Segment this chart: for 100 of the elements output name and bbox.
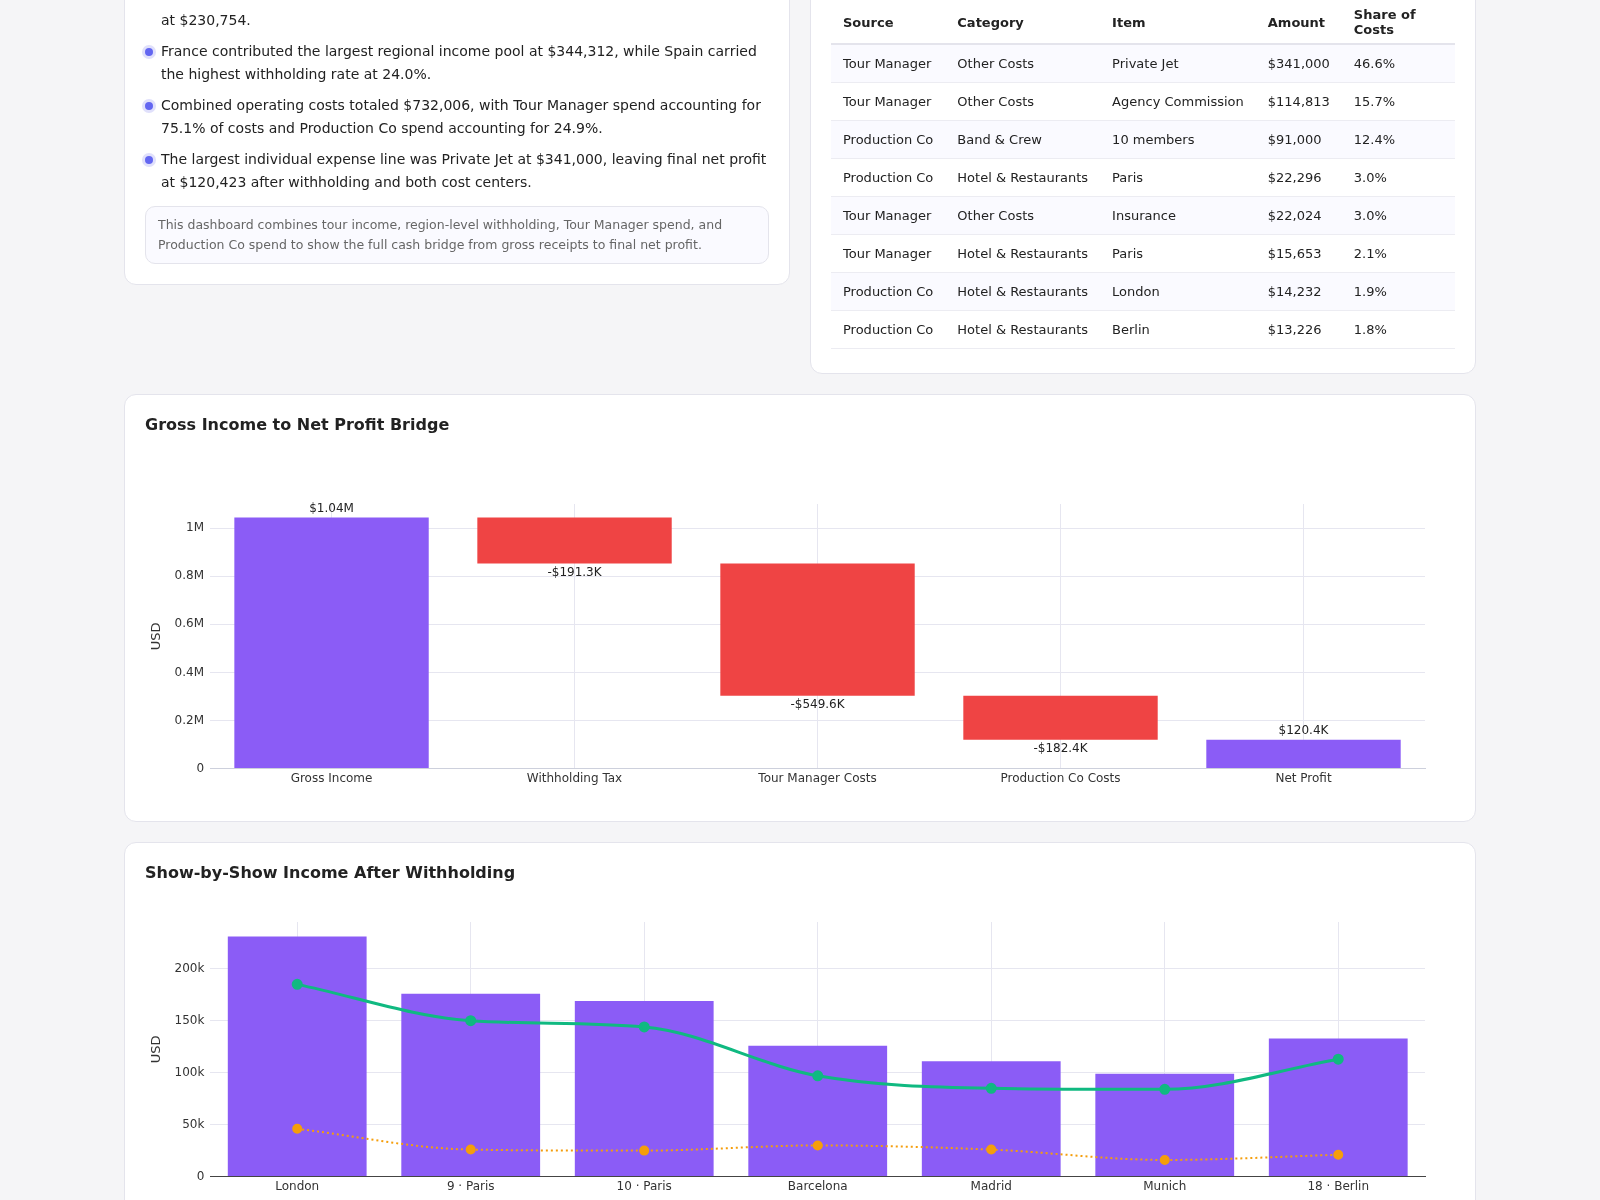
text: $22,296 xyxy=(1255,158,1342,197)
point xyxy=(986,1144,997,1155)
text: Private Jet xyxy=(1100,44,1256,83)
text: $15,653 xyxy=(1255,234,1342,273)
text: Other Costs xyxy=(945,82,1101,121)
bar xyxy=(234,517,429,769)
y-axis-title: USD xyxy=(148,1035,164,1064)
y-tick-label: 0.8M xyxy=(174,568,205,583)
x-tick-label: 18 · Berlin xyxy=(1307,1178,1370,1193)
y-tick-label: 0 xyxy=(196,760,205,775)
bar xyxy=(574,1000,714,1177)
point xyxy=(812,1140,823,1151)
text: Band & Crew xyxy=(945,120,1101,159)
text: 3.0% xyxy=(1341,158,1455,197)
text: This dashboard combines tour income, region-level withholding, Tour Manager spend, and Production Co spend to show the full cash bridge from gross receipts to final net profit. xyxy=(145,206,769,264)
text: 10 members xyxy=(1100,120,1256,159)
text: Category xyxy=(945,5,1101,44)
text: The largest individual expense line was Private Jet at $341,000, leaving final net profit at $120,423 after withholding and both cost centers. xyxy=(161,150,768,192)
text: Agency Commission xyxy=(1100,82,1256,121)
x-tick-label: London xyxy=(275,1178,320,1193)
x-tick-label: Munich xyxy=(1143,1178,1187,1193)
text: 3.0% xyxy=(1341,196,1455,235)
bar xyxy=(748,1045,888,1177)
point xyxy=(1159,1083,1171,1095)
y-tick-label: 50k xyxy=(182,1116,205,1131)
bar xyxy=(1206,739,1401,769)
point xyxy=(812,1070,824,1082)
data-label: $120.4K xyxy=(1278,722,1330,737)
text: Tour Manager xyxy=(831,234,946,273)
text: $13,226 xyxy=(1255,310,1342,349)
point xyxy=(291,978,303,990)
text: 1.9% xyxy=(1341,272,1455,311)
text: Production Co xyxy=(831,158,946,197)
text: France contributed the largest regional income pool at $344,312, while Spain carried the highest withholding rate at 24.0%. xyxy=(161,42,758,84)
point xyxy=(1332,1053,1344,1065)
text: Production Co xyxy=(831,310,946,349)
y-tick-label: 0.2M xyxy=(174,712,205,727)
data-label: -$191.3K xyxy=(547,564,603,579)
x-tick-label: Madrid xyxy=(970,1178,1012,1193)
text: $91,000 xyxy=(1255,120,1342,159)
point xyxy=(1159,1154,1170,1165)
data-label: -$549.6K xyxy=(790,696,846,711)
y-tick-label: 0.6M xyxy=(174,616,205,631)
text: Item xyxy=(1100,5,1256,44)
data-label: $1.04M xyxy=(309,500,354,515)
bar xyxy=(477,517,672,564)
x-tick-label: Net Profit xyxy=(1275,770,1332,785)
chart-title: Show-by-Show Income After Withholding xyxy=(145,863,517,882)
text: Amount xyxy=(1255,5,1342,44)
bar xyxy=(401,993,541,1177)
text: $14,232 xyxy=(1255,272,1342,311)
text: London xyxy=(1100,272,1256,311)
chart-title: Gross Income to Net Profit Bridge xyxy=(145,415,451,434)
point xyxy=(639,1145,650,1156)
text: Paris xyxy=(1100,234,1256,273)
bar xyxy=(921,1061,1061,1177)
y-tick-label: 0.4M xyxy=(174,664,205,679)
point xyxy=(1333,1149,1344,1160)
bar xyxy=(963,695,1158,740)
text: at $230,754. xyxy=(161,11,251,30)
y-axis-title: USD xyxy=(148,622,164,651)
text: 12.4% xyxy=(1341,120,1455,159)
x-tick-label: 10 · Paris xyxy=(616,1178,672,1193)
text: Hotel & Restaurants xyxy=(945,272,1101,311)
text: 1.8% xyxy=(1341,310,1455,349)
text: Tour Manager xyxy=(831,44,946,83)
text: $22,024 xyxy=(1255,196,1342,235)
x-tick-label: Barcelona xyxy=(787,1178,848,1193)
x-tick-label: Gross Income xyxy=(290,770,373,785)
text: Source xyxy=(831,5,946,44)
x-tick-label: Production Co Costs xyxy=(1000,770,1121,785)
y-tick-label: 0 xyxy=(196,1168,205,1183)
text: Combined operating costs totaled $732,006, with Tour Manager spend accounting for 75.1% of costs and Production Co spend accounting for 24.9%. xyxy=(161,96,762,138)
point xyxy=(465,1015,477,1027)
text: Other Costs xyxy=(945,196,1101,235)
text: Paris xyxy=(1100,158,1256,197)
y-tick-label: 200k xyxy=(174,960,205,975)
text: 46.6% xyxy=(1341,44,1455,83)
text: Production Co xyxy=(831,272,946,311)
text: Share of Costs xyxy=(1341,5,1455,44)
text: $114,813 xyxy=(1255,82,1342,121)
point xyxy=(985,1082,997,1094)
text: Tour Manager xyxy=(831,196,946,235)
text: Berlin xyxy=(1100,310,1256,349)
text: Other Costs xyxy=(945,44,1101,83)
y-tick-label: 150k xyxy=(174,1012,205,1027)
bar xyxy=(1095,1073,1235,1177)
point xyxy=(465,1144,476,1155)
point xyxy=(292,1123,303,1134)
y-tick-label: 100k xyxy=(174,1064,205,1079)
text: Hotel & Restaurants xyxy=(945,234,1101,273)
text: Production Co xyxy=(831,120,946,159)
text: Tour Manager xyxy=(831,82,946,121)
bar xyxy=(227,936,367,1177)
text: $341,000 xyxy=(1255,44,1342,83)
x-tick-label: Tour Manager Costs xyxy=(757,770,877,785)
bar xyxy=(1268,1038,1408,1177)
text: 2.1% xyxy=(1341,234,1455,273)
x-tick-label: 9 · Paris xyxy=(446,1178,495,1193)
text: Insurance xyxy=(1100,196,1256,235)
